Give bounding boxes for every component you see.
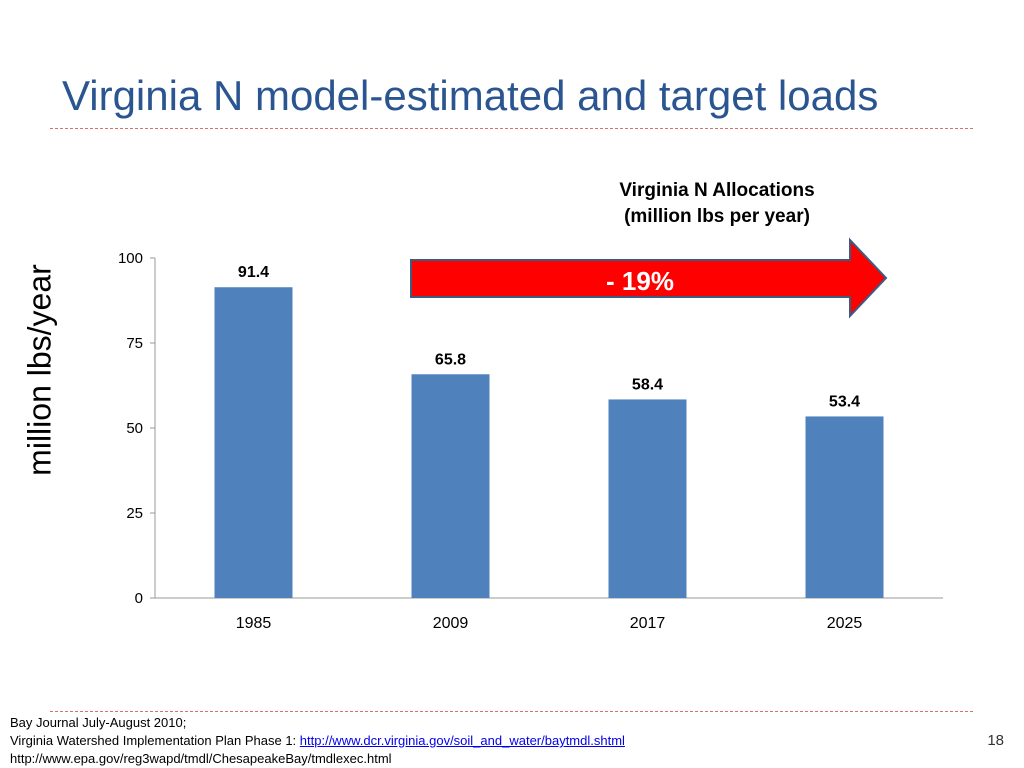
chart-labels: 91.4 65.8 58.4 53.4 (238, 264, 860, 410)
footer-divider (50, 711, 973, 712)
page-number: 18 (987, 732, 1004, 749)
footer-line-3: http://www.epa.gov/reg3wapd/tmdl/Chesape… (10, 751, 392, 766)
allocation-heading-line1: Virginia N Allocations (619, 180, 815, 201)
arrow-label: - 19% (606, 266, 674, 296)
footer-sources: Bay Journal July-August 2010; Virginia W… (10, 714, 625, 768)
x-tick-label-2025: 2025 (827, 615, 863, 632)
bar-2009 (411, 374, 490, 598)
x-tick-label-2017: 2017 (630, 615, 666, 632)
footer-line-2-prefix: Virginia Watershed Implementation Plan P… (10, 733, 300, 748)
y-tick-label: 0 (135, 590, 143, 607)
y-tick-label: 50 (126, 420, 143, 437)
data-label-2009: 65.8 (435, 351, 466, 368)
dcr-baytmdl-link[interactable]: http://www.dcr.virginia.gov/soil_and_wat… (299, 733, 625, 748)
allocation-heading-line2: (million lbs per year) (624, 206, 810, 227)
y-tick-label: 25 (126, 505, 143, 522)
data-label-2017: 58.4 (632, 376, 663, 393)
reduction-arrow: - 19% (410, 237, 888, 319)
x-tick-label-2009: 2009 (433, 615, 469, 632)
title-divider (50, 128, 973, 129)
bar-2025 (805, 416, 884, 598)
slide-title: Virginia N model-estimated and target lo… (62, 72, 879, 119)
y-tick-label: 75 (126, 335, 143, 352)
chart-bars (214, 287, 884, 598)
bar-2017 (608, 399, 687, 598)
footer-line-1: Bay Journal July-August 2010; (10, 715, 187, 730)
footer-line-2: Virginia Watershed Implementation Plan P… (10, 732, 625, 750)
data-label-2025: 53.4 (829, 393, 860, 410)
y-tick-label: 100 (118, 250, 143, 267)
x-tick-label-1985: 1985 (236, 615, 272, 632)
allocation-heading: Virginia N Allocations (million lbs per … (619, 178, 814, 230)
arrow-shape (410, 237, 888, 319)
data-label-1985: 91.4 (238, 264, 269, 281)
bar-1985 (214, 287, 293, 598)
